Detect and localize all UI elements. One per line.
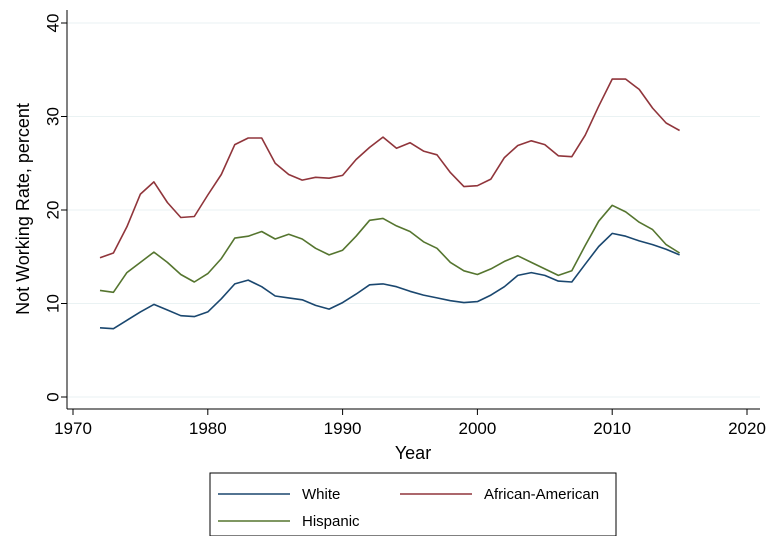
y-axis-ticks: 0 10 20 30 40 (43, 14, 67, 402)
x-axis-title: Year (395, 443, 431, 463)
y-tick-label: 30 (43, 107, 62, 126)
series-lines (99, 78, 681, 330)
legend: White African-American Hispanic (209, 472, 617, 536)
legend-label-hispanic: Hispanic (302, 513, 360, 530)
legend-label-white: White (302, 486, 340, 503)
series-line-hispanic (99, 204, 681, 294)
x-axis-ticks: 1970 1980 1990 2000 2010 2020 (54, 409, 766, 438)
y-tick-label: 0 (43, 392, 62, 401)
x-tick-label: 1990 (324, 419, 362, 438)
series-line-white (99, 232, 680, 330)
x-tick-label: 2020 (728, 419, 766, 438)
y-tick-label: 40 (43, 14, 62, 33)
y-axis-title: Not Working Rate, percent (13, 103, 33, 315)
x-tick-label: 1980 (189, 419, 227, 438)
y-tick-label: 10 (43, 294, 62, 313)
gridlines (67, 22, 760, 398)
x-tick-label: 2000 (458, 419, 496, 438)
y-tick-label: 20 (43, 201, 62, 220)
x-tick-label: 2010 (593, 419, 631, 438)
legend-box (209, 472, 617, 536)
legend-label-african-american: African-American (484, 486, 599, 503)
series-line-african-american (99, 78, 680, 259)
x-tick-label: 1970 (54, 419, 92, 438)
